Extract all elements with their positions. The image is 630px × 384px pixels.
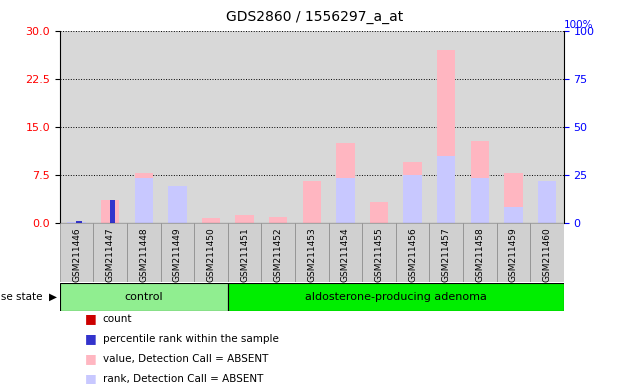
Text: GSM211456: GSM211456 xyxy=(408,227,417,282)
Text: GSM211449: GSM211449 xyxy=(173,227,182,282)
Text: ■: ■ xyxy=(85,312,97,325)
Bar xyxy=(329,223,362,282)
Text: GSM211450: GSM211450 xyxy=(207,227,215,282)
Text: GSM211446: GSM211446 xyxy=(72,227,81,282)
Text: GSM211458: GSM211458 xyxy=(476,227,484,282)
Bar xyxy=(471,178,489,223)
Bar xyxy=(135,173,153,223)
Text: GSM211448: GSM211448 xyxy=(139,227,148,282)
Bar xyxy=(504,173,523,223)
Bar xyxy=(362,223,396,282)
Bar xyxy=(60,223,93,282)
Bar xyxy=(496,223,530,282)
Text: ■: ■ xyxy=(85,332,97,345)
Bar xyxy=(504,207,523,223)
Bar xyxy=(463,223,496,282)
Bar xyxy=(403,162,422,223)
Bar xyxy=(101,200,120,223)
Bar xyxy=(135,178,153,223)
Bar xyxy=(538,181,556,223)
Bar xyxy=(168,194,186,223)
Bar xyxy=(302,181,321,223)
Bar xyxy=(228,223,261,282)
Bar xyxy=(269,217,287,223)
Text: GSM211457: GSM211457 xyxy=(442,227,450,282)
Bar xyxy=(236,215,254,223)
Text: GSM211459: GSM211459 xyxy=(509,227,518,282)
Text: GDS2860 / 1556297_a_at: GDS2860 / 1556297_a_at xyxy=(226,10,404,23)
Bar xyxy=(60,283,228,311)
Bar xyxy=(403,175,422,223)
Text: GSM211452: GSM211452 xyxy=(274,227,283,282)
Bar xyxy=(437,156,455,223)
Text: percentile rank within the sample: percentile rank within the sample xyxy=(103,334,278,344)
Bar xyxy=(430,223,463,282)
Text: GSM211460: GSM211460 xyxy=(542,227,551,282)
Text: aldosterone-producing adenoma: aldosterone-producing adenoma xyxy=(305,292,487,302)
Bar xyxy=(336,143,355,223)
Bar xyxy=(110,200,115,223)
Bar xyxy=(471,141,489,223)
Text: GSM211447: GSM211447 xyxy=(106,227,115,282)
Bar xyxy=(396,223,430,282)
Bar xyxy=(194,223,228,282)
Bar xyxy=(370,202,388,223)
Text: count: count xyxy=(103,314,132,324)
Bar xyxy=(228,283,564,311)
Text: 100%: 100% xyxy=(564,20,593,30)
Bar xyxy=(127,223,161,282)
Text: GSM211453: GSM211453 xyxy=(307,227,316,282)
Bar xyxy=(336,178,355,223)
Text: control: control xyxy=(125,292,163,302)
Bar xyxy=(261,223,295,282)
Bar xyxy=(93,223,127,282)
Text: rank, Detection Call = ABSENT: rank, Detection Call = ABSENT xyxy=(103,374,263,384)
Bar xyxy=(168,185,186,223)
Bar xyxy=(530,223,564,282)
Text: GSM211455: GSM211455 xyxy=(375,227,384,282)
Text: ■: ■ xyxy=(85,352,97,365)
Bar xyxy=(161,223,194,282)
Bar xyxy=(202,218,220,223)
Bar xyxy=(67,222,86,223)
Text: disease state  ▶: disease state ▶ xyxy=(0,292,57,302)
Text: GSM211451: GSM211451 xyxy=(240,227,249,282)
Bar xyxy=(76,221,81,223)
Text: GSM211454: GSM211454 xyxy=(341,227,350,282)
Bar xyxy=(437,50,455,223)
Text: ■: ■ xyxy=(85,372,97,384)
Bar xyxy=(295,223,329,282)
Text: value, Detection Call = ABSENT: value, Detection Call = ABSENT xyxy=(103,354,268,364)
Bar xyxy=(67,222,86,223)
Bar xyxy=(538,181,556,223)
